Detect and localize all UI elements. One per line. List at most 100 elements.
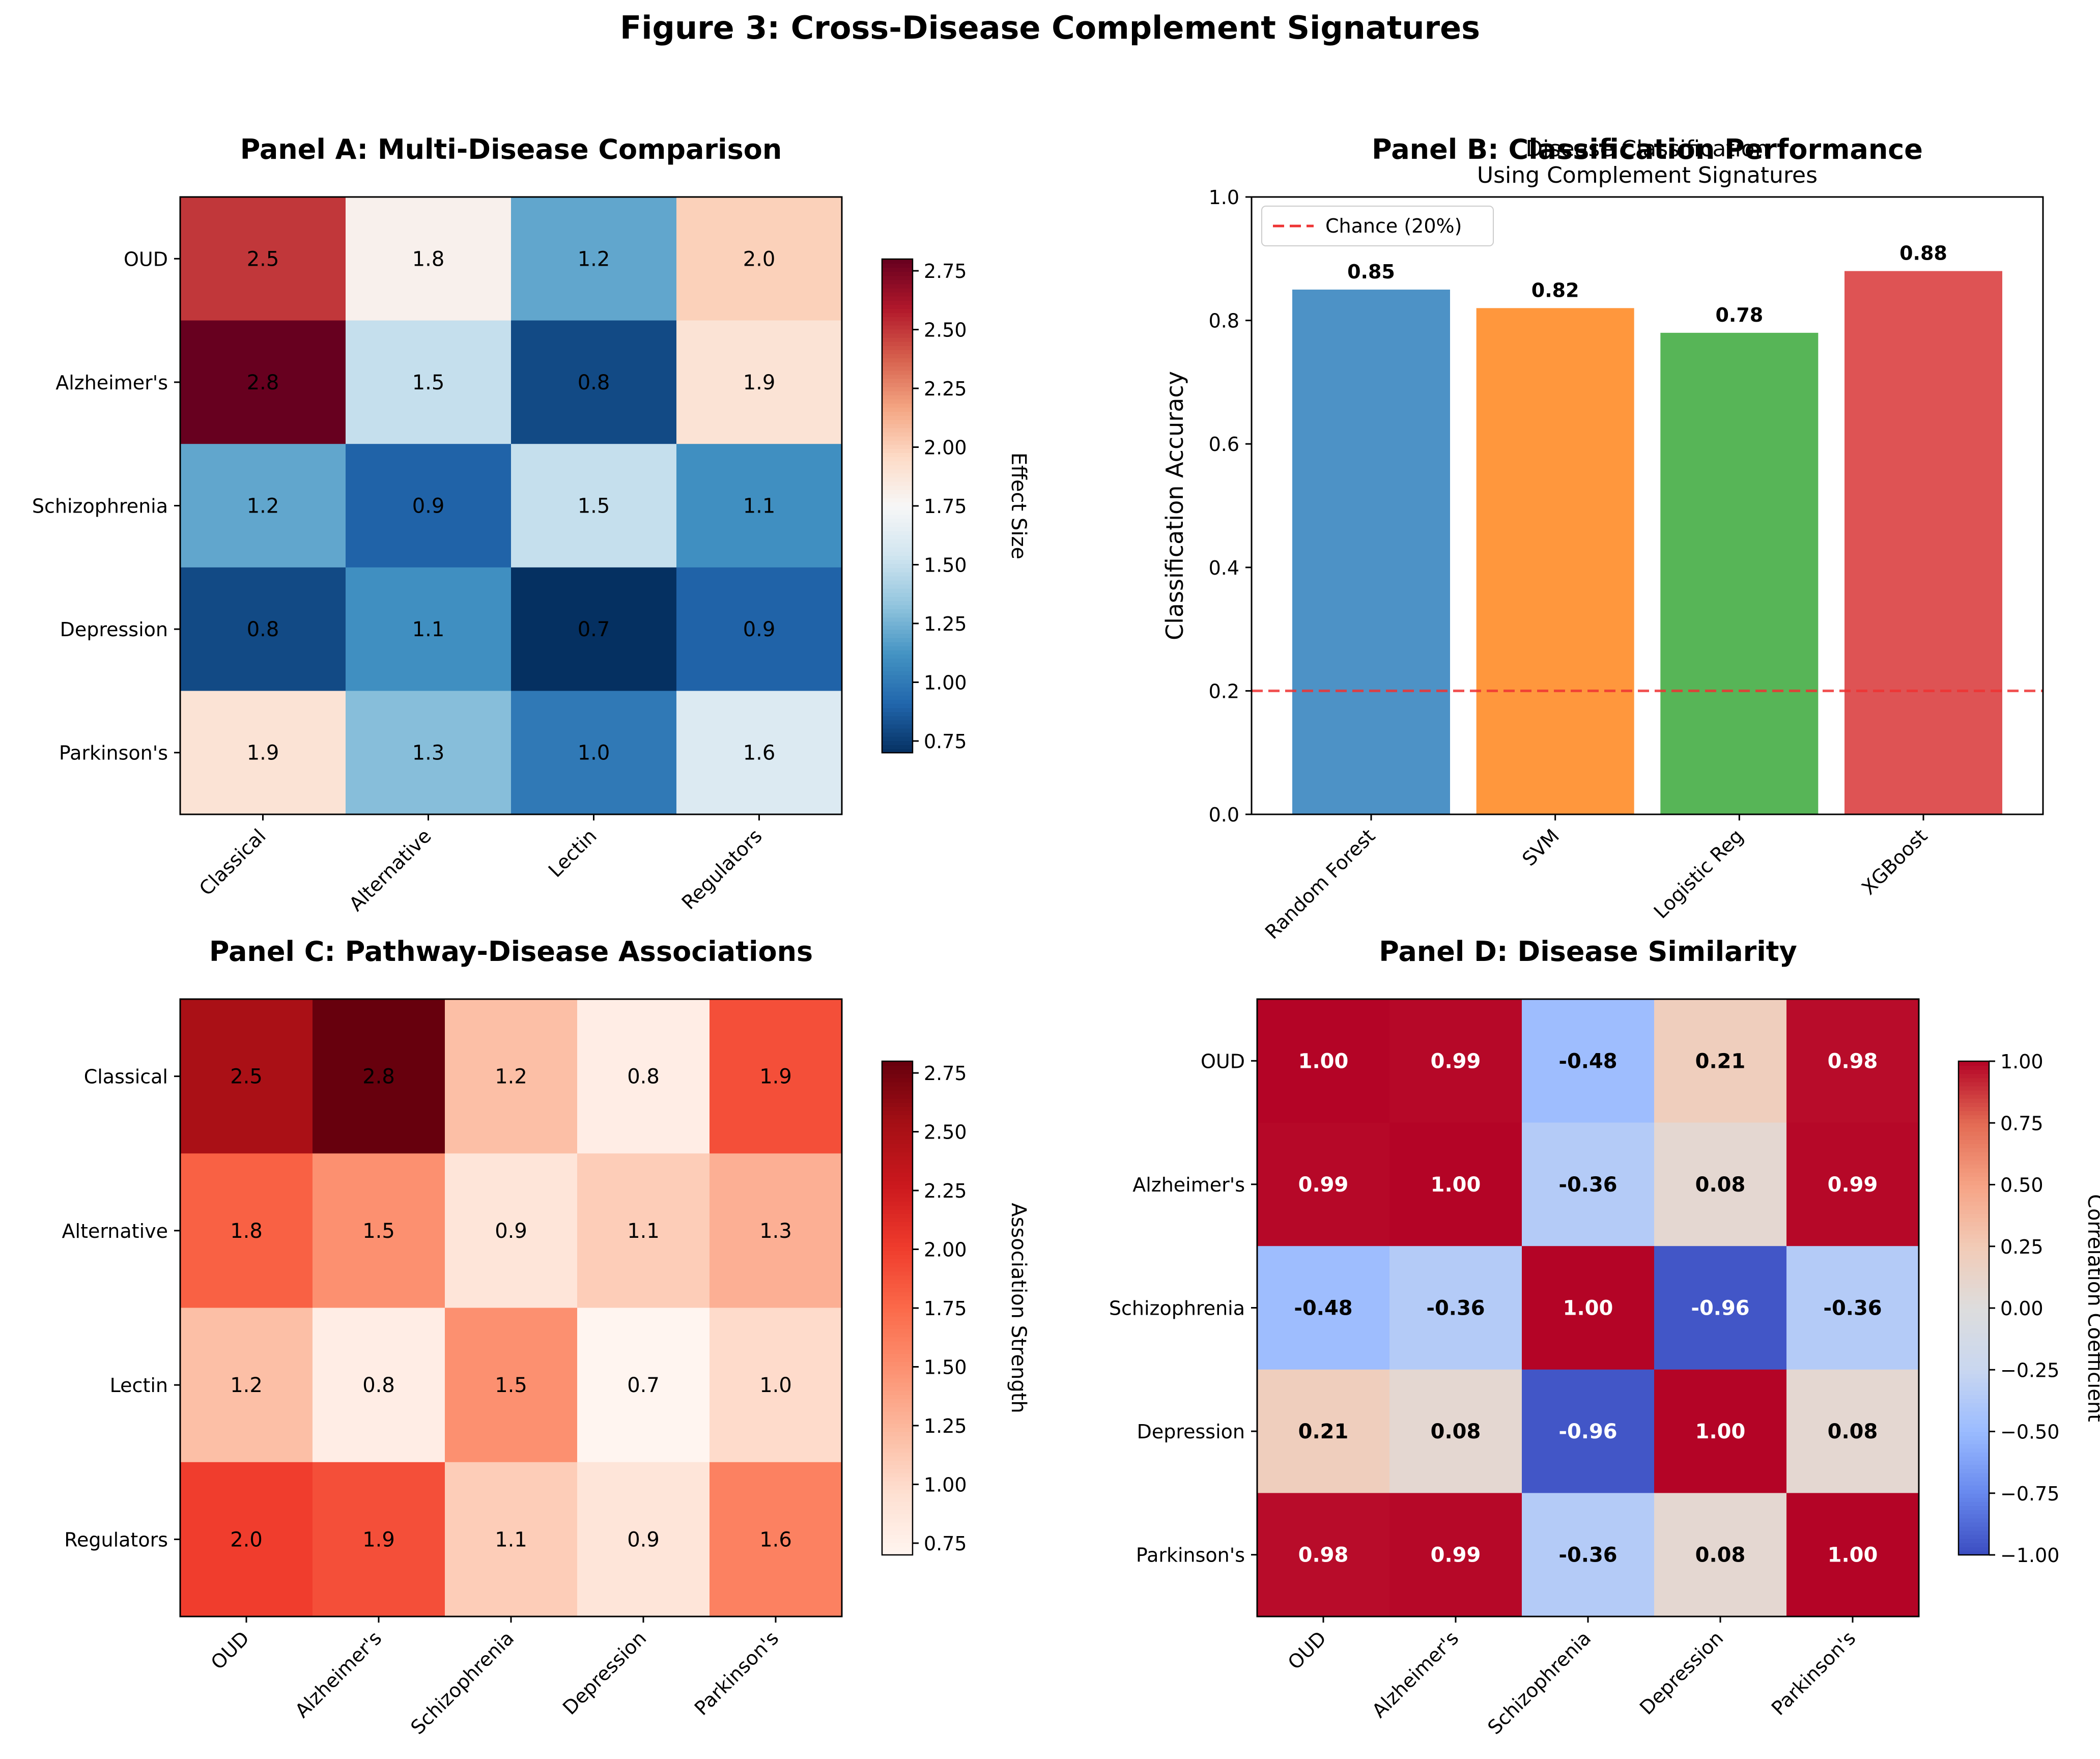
y-tick-label-schizophrenia: Schizophrenia — [1109, 1297, 1245, 1320]
colorbar-segment — [1959, 1542, 1989, 1547]
cell-value-label: 1.9 — [362, 1528, 395, 1551]
colorbar-segment — [882, 485, 913, 490]
colorbar-tick-label: 1.50 — [924, 554, 967, 576]
colorbar-segment — [882, 1530, 913, 1535]
cell-value-label: 0.8 — [627, 1065, 660, 1089]
colorbar-segment — [882, 568, 913, 573]
colorbar-segment — [882, 584, 913, 589]
colorbar-segment — [882, 399, 913, 404]
heatmap-cell — [710, 1308, 842, 1463]
colorbar-segment — [1959, 1090, 1989, 1095]
x-tick-label-classical: Classical — [195, 825, 270, 900]
colorbar-segment — [882, 633, 913, 638]
colorbar-segment — [1959, 1201, 1989, 1206]
colorbar-segment — [882, 1353, 913, 1358]
colorbar-segment — [1959, 1155, 1989, 1160]
colorbar-segment — [882, 1213, 913, 1218]
cell-value-label: 0.9 — [743, 618, 776, 641]
colorbar-segment — [882, 419, 913, 424]
colorbar-segment — [1959, 1242, 1989, 1247]
x-tick-label-alternative: Alternative — [345, 825, 436, 916]
colorbar-label: Effect Size — [1007, 452, 1030, 559]
colorbar-segment — [882, 325, 913, 330]
heatmap-cell — [676, 691, 842, 815]
x-tick-label-oud: OUD — [207, 1627, 254, 1674]
cell-value-label: 1.6 — [759, 1528, 792, 1551]
colorbar-segment — [882, 522, 913, 527]
colorbar-segment — [882, 448, 913, 453]
colorbar-segment — [882, 345, 913, 350]
colorbar-segment — [882, 1135, 913, 1140]
colorbar-tick-label: 2.00 — [924, 437, 967, 459]
colorbar-segment — [882, 1407, 913, 1412]
y-tick-label-lectin: Lectin — [110, 1374, 168, 1397]
colorbar-segment — [882, 292, 913, 297]
colorbar-segment — [1959, 1378, 1989, 1383]
cell-value-label: 1.5 — [412, 371, 445, 394]
colorbar-segment — [882, 1493, 913, 1498]
colorbar-segment — [1959, 1550, 1989, 1555]
colorbar-segment — [882, 1341, 913, 1346]
bar-value-label: 0.78 — [1715, 304, 1763, 326]
panel-title: Panel C: Pathway-Disease Associations — [209, 935, 813, 968]
colorbar-segment — [882, 1275, 913, 1280]
colorbar-segment — [882, 481, 913, 486]
cell-value-label: 0.98 — [1828, 1049, 1878, 1073]
colorbar-segment — [1959, 1506, 1989, 1511]
colorbar-segment — [1959, 1419, 1989, 1424]
x-tick-label-alzheimer-s: Alzheimer's — [1368, 1627, 1463, 1722]
colorbar-segment — [882, 551, 913, 556]
colorbar-segment — [882, 1226, 913, 1231]
colorbar-tick-label: 1.00 — [924, 671, 967, 694]
colorbar-segment — [1959, 1246, 1989, 1251]
bar-logistic-reg — [1660, 332, 1819, 814]
colorbar-segment — [882, 440, 913, 445]
colorbar-segment — [882, 271, 913, 276]
colorbar-segment — [1959, 1452, 1989, 1457]
colorbar-segment — [1959, 1263, 1989, 1268]
colorbar-segment — [882, 526, 913, 531]
colorbar-segment — [1959, 1349, 1989, 1354]
colorbar-segment — [882, 1168, 913, 1173]
heatmap-cell — [1389, 1246, 1522, 1370]
bar-value-label: 0.85 — [1347, 261, 1395, 283]
colorbar-tick-label: −0.50 — [2000, 1421, 2059, 1443]
heatmap-cell — [1389, 999, 1522, 1123]
colorbar-segment — [882, 411, 913, 416]
colorbar-segment — [1959, 1308, 1989, 1313]
colorbar-segment — [882, 1460, 913, 1465]
heatmap-cell — [710, 999, 842, 1154]
colorbar-segment — [882, 1472, 913, 1478]
colorbar-segment — [1959, 1205, 1989, 1210]
cell-value-label: 0.08 — [1695, 1173, 1746, 1197]
heatmap-cell — [710, 1462, 842, 1617]
colorbar-segment — [882, 1501, 913, 1506]
y-tick-label-oud: OUD — [124, 248, 168, 270]
colorbar-segment — [882, 1308, 913, 1313]
colorbar-segment — [1959, 1514, 1989, 1519]
colorbar-segment — [1959, 1271, 1989, 1276]
colorbar-segment — [1959, 1485, 1989, 1490]
heatmap-cell — [1257, 1493, 1390, 1617]
colorbar-segment — [1959, 1238, 1989, 1243]
colorbar-segment — [1959, 1234, 1989, 1239]
colorbar-segment — [882, 728, 913, 733]
heatmap-cell — [676, 567, 842, 691]
colorbar-segment — [882, 1312, 913, 1317]
colorbar-segment — [1959, 1332, 1989, 1338]
colorbar-segment — [882, 670, 913, 675]
x-tick-label-lectin: Lectin — [544, 825, 601, 882]
cell-value-label: 1.00 — [1695, 1420, 1746, 1443]
colorbar-segment — [1959, 1279, 1989, 1284]
colorbar-segment — [1959, 1443, 1989, 1449]
colorbar-segment — [1959, 1184, 1989, 1189]
colorbar-tick-label: 2.75 — [924, 260, 967, 282]
colorbar-tick-label: 2.50 — [924, 1121, 967, 1144]
colorbar-tick-label: 1.75 — [924, 1297, 967, 1320]
colorbar-segment — [882, 1522, 913, 1527]
colorbar-segment — [1959, 1111, 1989, 1116]
colorbar-segment — [1959, 1357, 1989, 1363]
colorbar-segment — [1959, 1094, 1989, 1099]
colorbar-segment — [882, 716, 913, 721]
